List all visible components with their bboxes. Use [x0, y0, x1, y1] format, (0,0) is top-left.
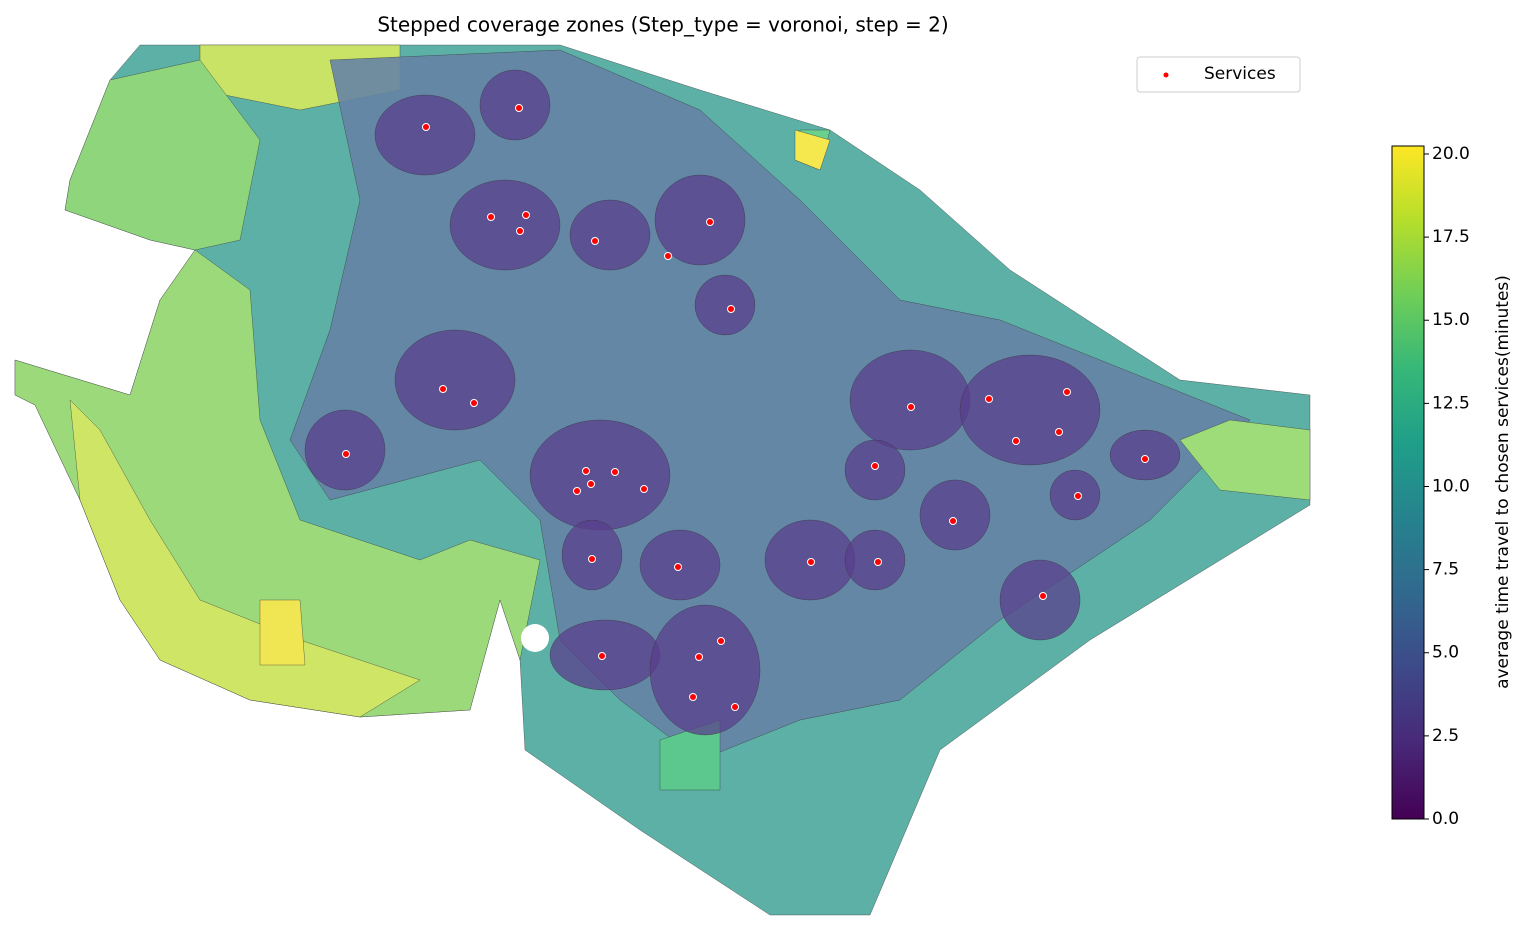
- colorbar-tick-label: 2.5: [1432, 726, 1459, 746]
- near-zone: [1179, 419, 1311, 501]
- legend-label: Services: [1204, 64, 1276, 84]
- colorbar-tick-label: 17.5: [1432, 227, 1470, 247]
- colorbar: [1391, 145, 1425, 820]
- colorbar-tick-label: 12.5: [1432, 393, 1470, 413]
- colorbar-tick-label: 15.0: [1432, 310, 1470, 330]
- far-zone: [69, 399, 421, 718]
- legend-marker: [1163, 72, 1169, 78]
- colorbar-tick-label: 10.0: [1432, 476, 1470, 496]
- hole: [521, 624, 549, 652]
- legend-box: [1136, 56, 1301, 93]
- colorbar-label: average time travel to chosen services(m…: [1493, 275, 1513, 689]
- colorbar-tick-label: 0.0: [1432, 809, 1459, 829]
- colorbar-tick-label: 20.0: [1432, 144, 1470, 164]
- coverage-blobs: [304, 69, 1181, 736]
- colorbar-tick-label: 7.5: [1432, 560, 1459, 580]
- map: [14, 44, 1311, 916]
- chart-title: Stepped coverage zones (Step_type = voro…: [377, 13, 948, 37]
- legend: Services: [1136, 56, 1301, 93]
- far-zone: [64, 59, 261, 251]
- far-zone: [259, 599, 306, 666]
- service-points: [342, 104, 1149, 711]
- near-zone: [794, 129, 831, 171]
- colorbar-tick-label: 5.0: [1432, 643, 1459, 663]
